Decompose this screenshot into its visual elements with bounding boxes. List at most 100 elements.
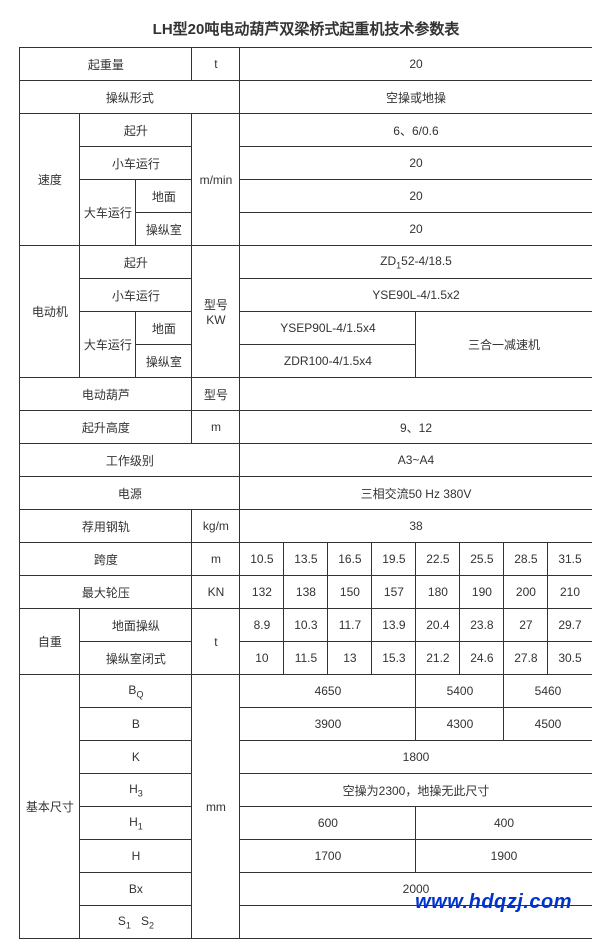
label: 起升高度 — [20, 411, 192, 444]
label: Bx — [80, 873, 192, 906]
label: BQ — [80, 675, 192, 708]
unit: 型号KW — [192, 246, 240, 378]
table-row: 起重量 t 20 — [20, 48, 592, 81]
table-row: 操纵形式 空操或地操 — [20, 81, 592, 114]
cell: 132 — [240, 576, 284, 609]
cell: 10.3 — [284, 609, 328, 642]
cell: 15.3 — [372, 642, 416, 675]
label-op-mode: 操纵形式 — [20, 81, 240, 114]
value: 20 — [240, 213, 592, 246]
label: 电动葫芦 — [20, 378, 192, 411]
cell: 11.7 — [328, 609, 372, 642]
cell: 25.5 — [460, 543, 504, 576]
label: 大车运行 — [80, 312, 136, 378]
cell: 5460 — [504, 675, 592, 708]
table-row: 电源 三相交流50 Hz 380V — [20, 477, 592, 510]
value: 20 — [240, 147, 592, 180]
cell: 10.5 — [240, 543, 284, 576]
value: 6、6/0.6 — [240, 114, 592, 147]
cell: 11.5 — [284, 642, 328, 675]
cell: 20.4 — [416, 609, 460, 642]
cell: 1700 — [240, 840, 416, 873]
cell: 31.5 — [548, 543, 592, 576]
table-row: 大车运行 地面 20 — [20, 180, 592, 213]
value: 20 — [240, 180, 592, 213]
table-row: 工作级别 A3~A4 — [20, 444, 592, 477]
label: 地面 — [136, 180, 192, 213]
value: YSE90L-4/1.5x2 — [240, 279, 592, 312]
label: 操纵室闭式 — [80, 642, 192, 675]
cell: 8.9 — [240, 609, 284, 642]
cell: 19.5 — [372, 543, 416, 576]
table-row: 起升高度 m 9、12 — [20, 411, 592, 444]
unit: m — [192, 543, 240, 576]
cell: 13 — [328, 642, 372, 675]
cell: 157 — [372, 576, 416, 609]
label: 小车运行 — [80, 147, 192, 180]
table-row: 小车运行 20 — [20, 147, 592, 180]
unit: m/min — [192, 114, 240, 246]
table-row: 自重 地面操纵 t 8.9 10.3 11.7 13.9 20.4 23.8 2… — [20, 609, 592, 642]
cell: 10 — [240, 642, 284, 675]
cell: 27 — [504, 609, 548, 642]
label: 荐用钢轨 — [20, 510, 192, 543]
value: 三合一减速机 — [416, 312, 592, 378]
cell: 3900 — [240, 708, 416, 741]
unit: kg/m — [192, 510, 240, 543]
table-row: 电动机 起升 型号KW ZD152-4/18.5 — [20, 246, 592, 279]
label: H — [80, 840, 192, 873]
table-row: B 3900 4300 4500 — [20, 708, 592, 741]
label: H1 — [80, 807, 192, 840]
table-row: 荐用钢轨 kg/m 38 — [20, 510, 592, 543]
cell: 13.9 — [372, 609, 416, 642]
cell: 1900 — [416, 840, 592, 873]
cell: 4300 — [416, 708, 504, 741]
spec-table: 起重量 t 20 操纵形式 空操或地操 速度 起升 m/min 6、6/0.6 … — [19, 47, 592, 939]
value: 9、12 — [240, 411, 592, 444]
label: S1 S2 — [80, 906, 192, 939]
cell: 27.8 — [504, 642, 548, 675]
unit: 型号 — [192, 378, 240, 411]
cell: 210 — [548, 576, 592, 609]
table-row: K 1800 — [20, 741, 592, 774]
cell: 150 — [328, 576, 372, 609]
cell: 4500 — [504, 708, 592, 741]
watermark: www.hdqzj.com — [415, 891, 572, 914]
cell: 138 — [284, 576, 328, 609]
value: 38 — [240, 510, 592, 543]
cell: 28.5 — [504, 543, 548, 576]
table-row: H1 600 400 — [20, 807, 592, 840]
label: 跨度 — [20, 543, 192, 576]
unit: t — [192, 609, 240, 675]
unit: t — [192, 48, 240, 81]
cell: 600 — [240, 807, 416, 840]
table-row: H 1700 1900 — [20, 840, 592, 873]
unit: KN — [192, 576, 240, 609]
cell: 29.7 — [548, 609, 592, 642]
table-row: 小车运行 YSE90L-4/1.5x2 — [20, 279, 592, 312]
label: 最大轮压 — [20, 576, 192, 609]
table-row: H3 空操为2300，地操无此尺寸 — [20, 774, 592, 807]
table-row: 大车运行 地面 YSEP90L-4/1.5x4 三合一减速机 — [20, 312, 592, 345]
cell: 30.5 — [548, 642, 592, 675]
label-lifting-cap: 起重量 — [20, 48, 192, 81]
label: 小车运行 — [80, 279, 192, 312]
group-motor: 电动机 — [20, 246, 80, 378]
unit: m — [192, 411, 240, 444]
cell: 21.2 — [416, 642, 460, 675]
table-row: 最大轮压 KN 132 138 150 157 180 190 200 210 — [20, 576, 592, 609]
cell: 22.5 — [416, 543, 460, 576]
value: 20 — [240, 48, 592, 81]
label: 地面操纵 — [80, 609, 192, 642]
label: 地面 — [136, 312, 192, 345]
cell: 400 — [416, 807, 592, 840]
value: YSEP90L-4/1.5x4 — [240, 312, 416, 345]
value: A3~A4 — [240, 444, 592, 477]
label: K — [80, 741, 192, 774]
label: 起升 — [80, 246, 192, 279]
cell: 1800 — [240, 741, 592, 774]
cell: 190 — [460, 576, 504, 609]
value — [240, 378, 592, 411]
cell: 16.5 — [328, 543, 372, 576]
label: 电源 — [20, 477, 240, 510]
